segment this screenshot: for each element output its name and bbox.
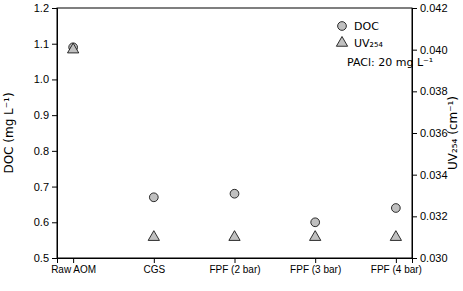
- legend-entry: UV₂₅₄: [336, 36, 383, 50]
- tick: 0.8: [34, 145, 57, 157]
- tick-label: 0.036: [420, 127, 448, 139]
- tick: 0.030: [412, 252, 448, 264]
- tick-label: FPF (2 bar): [209, 264, 260, 275]
- tick: 0.036: [412, 127, 448, 139]
- axis-line: [413, 9, 418, 259]
- tick-mark: [52, 44, 57, 45]
- axis-line: [58, 259, 413, 264]
- tick: Raw AOM: [51, 258, 96, 275]
- tick-label: 1.0: [34, 73, 49, 85]
- tick-mark: [52, 222, 57, 223]
- tick: 0.6: [34, 216, 57, 228]
- plot-frame: [57, 8, 412, 258]
- point: [148, 231, 159, 241]
- x-axis: Raw AOM CGS FPF (2 bar) FPF (3 bar) FPF (4 b…: [51, 258, 422, 275]
- axis-line: [52, 9, 58, 259]
- tick-label: CGS: [143, 264, 165, 275]
- tick: 0.5: [34, 252, 57, 264]
- chart: 0.50.60.70.80.91.01.11.20.0300.0320.0340…: [0, 0, 463, 291]
- legend-label: UV₂₅₄: [354, 37, 383, 50]
- legend-entry: DOC: [338, 20, 379, 33]
- tick-mark: [52, 79, 57, 80]
- tick-label: Raw AOM: [51, 264, 96, 275]
- tick-mark: [52, 8, 57, 9]
- tick-label: 0.038: [420, 85, 448, 97]
- tick-mark: [412, 50, 417, 51]
- point: [311, 218, 320, 227]
- tick-mark: [52, 115, 57, 116]
- tick-label: 0.7: [34, 181, 49, 193]
- tick: CGS: [143, 258, 165, 275]
- tick-mark: [52, 187, 57, 188]
- tick-label: 0.042: [420, 2, 448, 14]
- point: [390, 231, 401, 241]
- tick: 0.042: [412, 2, 448, 14]
- plot: 0.50.60.70.80.91.01.11.20.0300.0320.0340…: [34, 2, 448, 275]
- tick-label: 0.030: [420, 252, 448, 264]
- tick-label: 0.034: [420, 169, 448, 181]
- tick: FPF (2 bar): [209, 258, 260, 275]
- tick-mark: [412, 216, 417, 217]
- tick-mark: [52, 151, 57, 152]
- tick: 0.034: [412, 169, 448, 181]
- marks: [68, 43, 402, 241]
- tick: 0.040: [412, 44, 448, 56]
- tick-mark: [154, 258, 155, 263]
- tick-label: 0.5: [34, 252, 49, 264]
- tick-mark: [412, 133, 417, 134]
- tick-label: 0.032: [420, 210, 448, 222]
- tick-label: FPF (4 bar): [371, 264, 422, 275]
- tick: 1.0: [34, 73, 57, 85]
- point: [391, 204, 400, 213]
- tick-label: 1.2: [34, 2, 49, 14]
- tick-label: 0.9: [34, 109, 49, 121]
- tick: 1.2: [34, 2, 57, 14]
- tick-mark: [396, 258, 397, 263]
- tick-label: 1.1: [34, 38, 49, 50]
- tick: FPF (4 bar): [371, 258, 422, 275]
- point: [230, 189, 239, 198]
- legend: DOC UV₂₅₄ PACl: 20 mg L⁻¹: [336, 20, 433, 69]
- tick-mark: [412, 8, 417, 9]
- y2-axis-title: UV₂₅₄ (cm⁻¹): [446, 96, 460, 170]
- tick-mark: [52, 258, 57, 259]
- tick-mark: [235, 258, 236, 263]
- point: [149, 193, 158, 202]
- annotation: PACl: 20 mg L⁻¹: [347, 56, 433, 69]
- tick: 0.7: [34, 181, 57, 193]
- tick: 1.1: [34, 38, 57, 50]
- point: [229, 231, 240, 241]
- legend-label: DOC: [354, 20, 379, 33]
- tick-mark: [412, 91, 417, 92]
- tick-label: FPF (3 bar): [290, 264, 341, 275]
- tick-mark: [73, 258, 74, 263]
- tick: 0.9: [34, 109, 57, 121]
- y-axis-title: DOC (mg L⁻¹): [2, 92, 16, 173]
- tick: FPF (3 bar): [290, 258, 341, 275]
- tick-mark: [412, 175, 417, 176]
- tick-label: 0.040: [420, 44, 448, 56]
- y2-axis: 0.030 0.032 0.034 0.036 0.038 0.040 0.042: [412, 2, 448, 264]
- point: [310, 231, 321, 241]
- tick: 0.038: [412, 85, 448, 97]
- legend-symbol: [338, 22, 347, 31]
- tick: 0.032: [412, 210, 448, 222]
- legend-symbol: [336, 36, 347, 46]
- tick-label: 0.6: [34, 216, 49, 228]
- y-axis: 0.5 0.6 0.7 0.8 0.9 1.0 1.1 1.2: [34, 2, 58, 264]
- point: [68, 43, 79, 53]
- tick-label: 0.8: [34, 145, 49, 157]
- tick-mark: [315, 258, 316, 263]
